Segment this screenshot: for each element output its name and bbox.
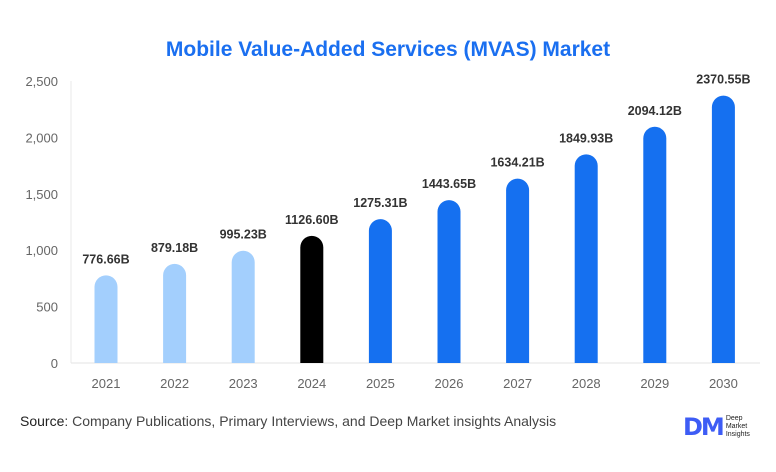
x-tick-label-2027: 2027 (503, 376, 532, 391)
bar-2023 (231, 250, 255, 363)
x-tick-label-2028: 2028 (572, 376, 601, 391)
x-tick-label-2030: 2030 (709, 376, 738, 391)
x-tick-label-2021: 2021 (92, 376, 121, 391)
data-label-2025: 1275.31B (353, 196, 407, 210)
data-label-2021: 776.66B (82, 252, 129, 266)
data-label-2024: 1126.60B (285, 213, 339, 227)
data-label-2028: 1849.93B (559, 131, 613, 145)
y-tick-label: 1,000 (25, 243, 58, 258)
data-label-2022: 879.18B (151, 241, 198, 255)
logo-text-3: Insights (725, 431, 750, 438)
bar-2027 (506, 178, 530, 363)
x-tick-label-2029: 2029 (640, 376, 669, 391)
logo-text-1: Deep (725, 415, 743, 422)
bar-2024 (300, 235, 324, 363)
data-label-2029: 2094.12B (628, 104, 682, 118)
bar-2029 (643, 126, 667, 363)
bar-2021 (94, 275, 118, 363)
company-logo: DM Deep Market Insights (683, 413, 750, 441)
data-label-2026: 1443.65B (422, 177, 476, 191)
bar-2022 (163, 263, 187, 363)
chart-title: Mobile Value-Added Services (MVAS) Marke… (165, 38, 611, 61)
y-tick-label: 1,500 (25, 187, 58, 202)
bar-2026 (437, 200, 461, 363)
bar-2025 (368, 219, 392, 363)
x-tick-label-2023: 2023 (229, 376, 258, 391)
y-tick-label: 2,000 (25, 130, 58, 145)
x-tick-label-2022: 2022 (160, 376, 189, 391)
y-tick-label: 2,500 (25, 74, 58, 89)
bar-2028 (574, 154, 598, 363)
logo-text-2: Market (725, 423, 748, 430)
data-label-2027: 1634.21B (490, 156, 544, 170)
y-tick-label: 500 (36, 300, 58, 315)
source-text: : Company Publications, Primary Intervie… (64, 413, 557, 429)
data-label-2023: 995.23B (220, 228, 267, 242)
x-tick-label-2025: 2025 (366, 376, 395, 391)
source-label: Source (20, 413, 65, 429)
bar-2030 (711, 95, 735, 364)
source-note: Source: Company Publications, Primary In… (20, 413, 556, 429)
bar-chart: 0 500 1,000 1,500 2,000 2,500 776.66B 2021 879.1… (25, 73, 760, 391)
data-label-2030: 2370.55B (696, 73, 750, 87)
x-tick-label-2024: 2024 (297, 376, 326, 391)
y-tick-label: 0 (51, 356, 58, 371)
x-tick-label-2026: 2026 (435, 376, 464, 391)
logo-mark: DM (683, 413, 725, 441)
